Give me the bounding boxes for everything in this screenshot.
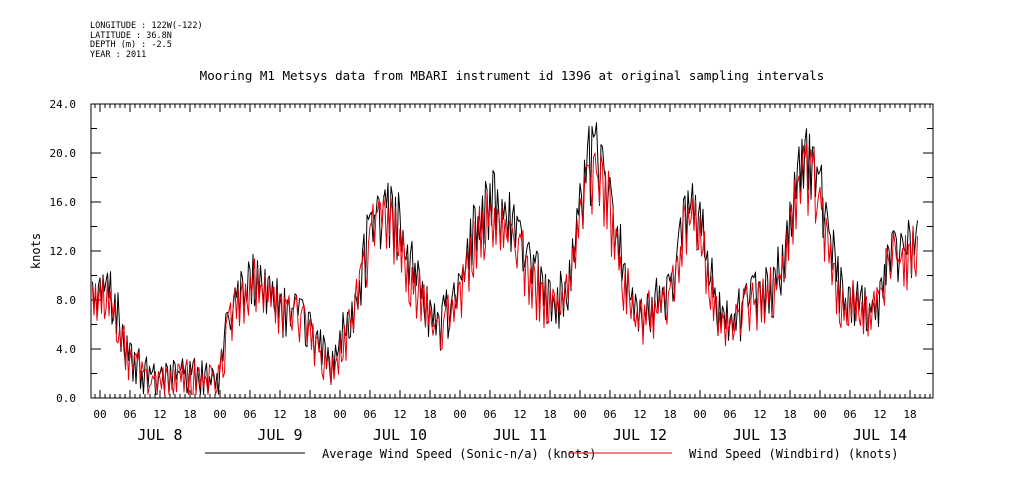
axis-ticks (91, 103, 933, 399)
x-day-label: JUL 14 (853, 426, 907, 444)
x-day-label: JUL 9 (257, 426, 302, 444)
x-tick-label: 06 (843, 408, 856, 421)
x-tick-label: 12 (873, 408, 886, 421)
x-tick-label: 06 (363, 408, 376, 421)
y-tick-labels: 0.0 4.0 8.0 12.0 16.0 20.0 24.0 (50, 98, 77, 405)
x-tick-label: 00 (693, 408, 706, 421)
x-tick-label: 00 (453, 408, 466, 421)
y-axis-label: knots (29, 233, 43, 269)
x-tick-label: 12 (753, 408, 766, 421)
y-tick-label: 8.0 (56, 294, 76, 307)
y-tick-label: 16.0 (50, 196, 77, 209)
x-tick-label: 12 (393, 408, 406, 421)
x-tick-label: 06 (483, 408, 496, 421)
y-tick-label: 24.0 (50, 98, 77, 111)
depth-label: DEPTH (m) : -2.5 (90, 40, 172, 50)
y-tick-label: 12.0 (50, 245, 77, 258)
x-tick-label: 06 (123, 408, 136, 421)
x-tick-label: 00 (93, 408, 106, 421)
x-tick-label: 06 (243, 408, 256, 421)
x-tick-label: 18 (423, 408, 436, 421)
x-tick-label: 00 (813, 408, 826, 421)
x-day-label: JUL 13 (733, 426, 787, 444)
x-tick-label: 06 (603, 408, 616, 421)
metadata-block: LONGITUDE : 122W(-122) LATITUDE : 36.8N … (90, 21, 203, 60)
series-line-windbird (92, 144, 918, 395)
legend: Average Wind Speed (Sonic-n/a) (knots) Wi… (205, 447, 899, 461)
x-tick-label: 00 (333, 408, 346, 421)
x-tick-label: 06 (723, 408, 736, 421)
latitude-label: LATITUDE : 36.8N (90, 30, 172, 41)
x-tick-label: 18 (183, 408, 196, 421)
series-lines (92, 122, 918, 395)
x-tick-labels: 00 06 12 18 00 06 12 18 00 06 12 18 00 06 12 18 00 06 12 18… (93, 408, 916, 421)
legend-label: Wind Speed (Windbird) (knots) (689, 447, 899, 461)
x-tick-label: 18 (303, 408, 316, 421)
x-tick-label: 00 (573, 408, 586, 421)
x-tick-label: 00 (213, 408, 226, 421)
x-day-label: JUL 11 (493, 426, 547, 444)
y-tick-label: 0.0 (56, 392, 76, 405)
x-day-labels: JUL 8 JUL 9 JUL 10 JUL 11 JUL 12 JUL 13 JUL 14 (137, 426, 907, 444)
x-day-label: JUL 12 (613, 426, 667, 444)
x-tick-label: 18 (783, 408, 796, 421)
x-tick-label: 18 (543, 408, 556, 421)
year-label: YEAR : 2011 (90, 49, 147, 60)
longitude-label: LONGITUDE : 122W(-122) (90, 21, 203, 31)
x-tick-label: 12 (633, 408, 646, 421)
x-tick-label: 12 (273, 408, 286, 421)
y-tick-label: 4.0 (56, 343, 76, 356)
x-tick-label: 18 (903, 408, 916, 421)
x-tick-label: 18 (663, 408, 676, 421)
x-tick-label: 12 (513, 408, 526, 421)
legend-label: Average Wind Speed (Sonic-n/a) (knots) (322, 447, 597, 461)
x-day-label: JUL 8 (137, 426, 182, 444)
series-line-average-sonic (92, 122, 918, 395)
y-tick-label: 20.0 (50, 147, 77, 160)
x-day-label: JUL 10 (373, 426, 427, 444)
chart-title: Mooring M1 Metsys data from MBARI instru… (200, 68, 825, 83)
x-tick-label: 12 (153, 408, 166, 421)
